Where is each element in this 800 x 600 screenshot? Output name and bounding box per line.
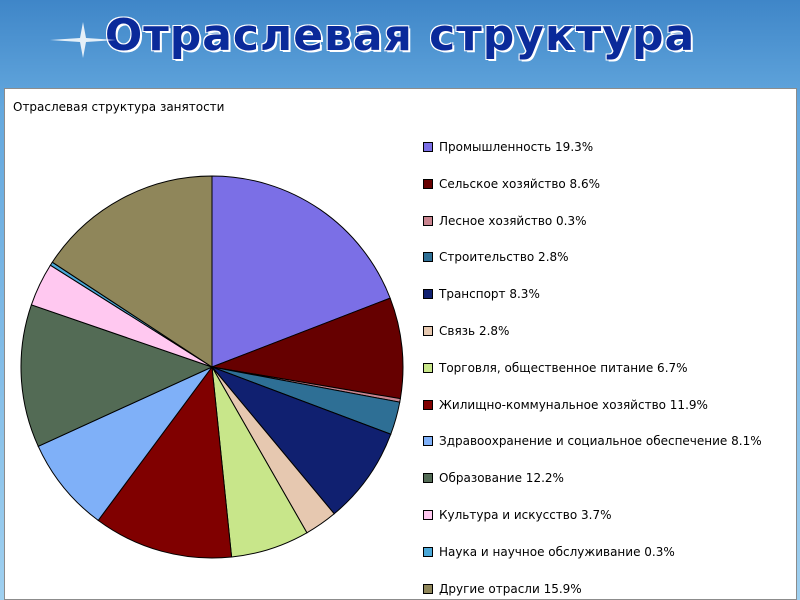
- pie-slice: [97, 365, 233, 559]
- legend-swatch: [423, 178, 433, 189]
- legend-swatch: [423, 399, 433, 410]
- legend-swatch: [423, 362, 433, 373]
- legend-label: Транспорт 8.3%: [439, 287, 540, 302]
- legend-label: Лесное хозяйство 0.3%: [439, 213, 587, 228]
- legend-swatch: [423, 546, 433, 557]
- legend-swatch: [423, 289, 433, 300]
- legend-swatch: [423, 436, 433, 447]
- legend-label: Здравоохранение и социальное обеспечение…: [439, 434, 762, 449]
- legend-swatch: [423, 252, 433, 263]
- legend-label: Сельское хозяйство 8.6%: [439, 176, 601, 191]
- legend-label: Образование 12.2%: [439, 471, 564, 486]
- legend-label: Жилищно-коммунальное хозяйство 11.9%: [439, 397, 708, 412]
- legend-swatch: [423, 583, 433, 594]
- sparkle-decoration: [50, 22, 116, 58]
- legend-swatch: [423, 215, 433, 226]
- legend-swatch: [423, 510, 433, 520]
- chart-frame: Отраслевая структура занятости Промышлен…: [4, 88, 797, 600]
- legend-label: Строительство 2.8%: [439, 250, 569, 265]
- legend-label: Торговля, общественное питание 6.7%: [439, 360, 688, 375]
- pie-chart: [20, 175, 404, 559]
- legend-swatch: [423, 473, 433, 484]
- legend-label: Промышленность 19.3%: [439, 140, 594, 154]
- legend-label: Наука и научное обслуживание 0.3%: [439, 544, 675, 559]
- legend-label: Связь 2.8%: [439, 324, 510, 338]
- chart-title: Отраслевая структура занятости: [13, 100, 225, 114]
- legend-label: Культура и искусство 3.7%: [439, 508, 612, 522]
- legend-swatch: [423, 142, 433, 152]
- pie-slice: [37, 366, 213, 522]
- legend-swatch: [423, 326, 433, 336]
- legend-label: Другие отрасли 15.9%: [439, 581, 582, 596]
- pie-slice: [211, 175, 391, 368]
- pie-slice: [20, 304, 214, 447]
- pie-slice: [210, 365, 392, 515]
- pie-slice: [51, 175, 213, 368]
- pie-slice: [210, 297, 404, 400]
